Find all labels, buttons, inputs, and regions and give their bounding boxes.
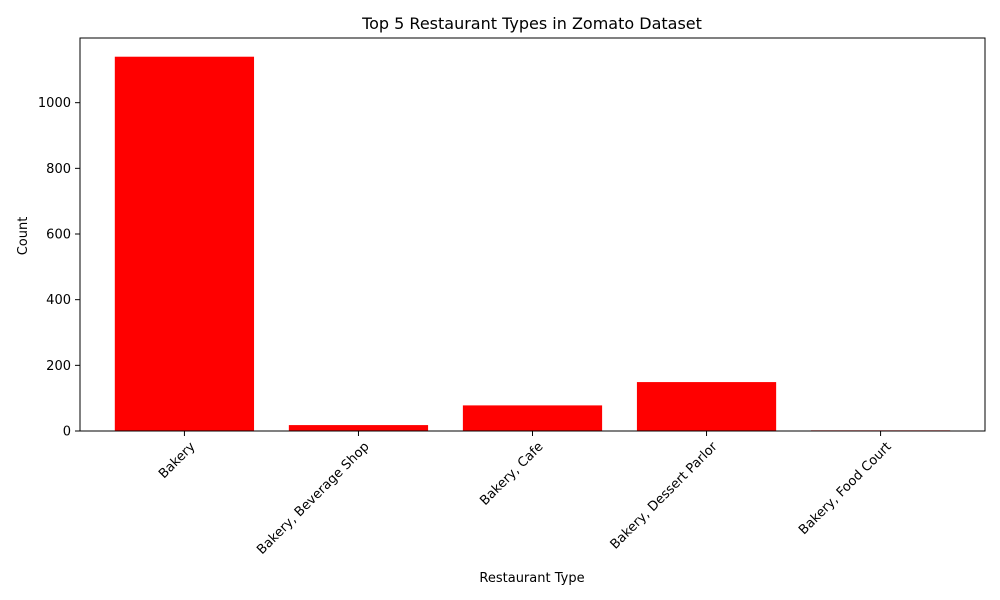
x-axis-label: Restaurant Type (479, 571, 584, 586)
bar-bakery-cafe (462, 405, 603, 431)
bar-bakery (114, 56, 255, 432)
bar-bakery-beverage-shop (288, 425, 429, 431)
y-tick-label: 200 (46, 359, 71, 374)
y-tick-label: 800 (46, 162, 71, 177)
y-tick-label: 600 (46, 228, 71, 243)
y-tick-label: 0 (63, 425, 71, 440)
chart-title: Top 5 Restaurant Types in Zomato Dataset (361, 14, 702, 33)
plot-frame (79, 37, 986, 432)
y-axis-label: Count (16, 217, 31, 256)
bar-bakery-dessert-parlor (636, 382, 777, 431)
y-tick-label: 400 (46, 293, 71, 308)
y-tick-label: 1000 (38, 96, 71, 111)
y-axis: 0 200 400 600 800 1000 (38, 96, 80, 440)
